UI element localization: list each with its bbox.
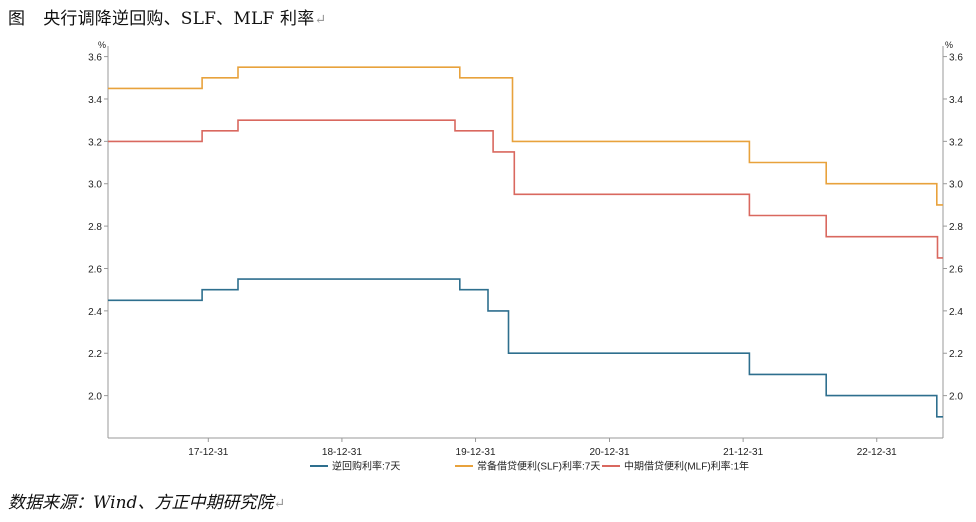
y-tick-label-left: 3.2 <box>88 137 102 148</box>
y-tick-label-left: 3.0 <box>88 180 102 191</box>
y-tick-label-left: 2.2 <box>88 349 102 360</box>
x-axis: 17-12-31 18-12-31 19-12-31 20-12-31 21-12-31… <box>188 438 897 458</box>
y-tick-label-left: 2.0 <box>88 392 102 403</box>
y-unit-right: % <box>945 40 953 50</box>
plot-frame <box>107 46 944 439</box>
y-axis-right: % 2.0 2.2 2.4 2.6 2.8 3.0 3.2 3.4 3.6 <box>943 40 963 403</box>
return-mark: ↵ <box>314 12 327 28</box>
return-mark: ↵ <box>273 496 286 512</box>
y-tick-label-left: 3.4 <box>88 95 102 106</box>
x-tick-label: 20-12-31 <box>589 447 629 458</box>
series-line-1 <box>108 278 943 418</box>
y-axis-left: % 2.0 2.2 2.4 2.6 2.8 3.0 3.2 3.4 3.6 <box>88 40 108 403</box>
x-tick-label: 18-12-31 <box>322 447 362 458</box>
legend-label-2: 常备借贷便利(SLF)利率:7天 <box>477 460 600 473</box>
y-tick-label-left: 2.6 <box>88 264 102 275</box>
y-tick-label-right: 3.2 <box>949 137 963 148</box>
figure-title-text: 央行调降逆回购、SLF、MLF 利率 <box>43 9 315 29</box>
x-tick-label: 17-12-31 <box>188 447 228 458</box>
x-tick-label: 19-12-31 <box>456 447 496 458</box>
legend: 逆回购利率:7天 常备借贷便利(SLF)利率:7天 中期借贷便利(MLF)利率:1年 <box>310 460 749 473</box>
y-tick-label-right: 2.6 <box>949 264 963 275</box>
source-text: 数据来源：Wind、方正中期研究院 <box>8 493 274 513</box>
y-tick-label-right: 3.6 <box>949 53 963 64</box>
y-unit-left: % <box>98 40 106 50</box>
legend-label-3: 中期借贷便利(MLF)利率:1年 <box>624 460 749 473</box>
x-tick-label: 21-12-31 <box>723 447 763 458</box>
y-tick-label-left: 3.6 <box>88 53 102 64</box>
y-tick-label-right: 2.4 <box>949 307 963 318</box>
y-tick-label-right: 3.0 <box>949 180 963 191</box>
legend-label-1: 逆回购利率:7天 <box>332 460 400 473</box>
y-tick-label-left: 2.8 <box>88 222 102 233</box>
series-lines <box>108 66 943 418</box>
source-note: 数据来源：Wind、方正中期研究院↵ <box>8 488 285 513</box>
y-tick-label-right: 3.4 <box>949 95 963 106</box>
y-tick-label-right: 2.2 <box>949 349 963 360</box>
chart-area: % 2.0 2.2 2.4 2.6 2.8 3.0 3.2 3.4 3.6 % 2.0 2.2 2.4 2… <box>0 34 976 484</box>
y-tick-label-left: 2.4 <box>88 307 102 318</box>
series-line-3 <box>108 119 943 259</box>
figure-label: 图 <box>8 9 26 29</box>
x-tick-label: 22-12-31 <box>857 447 897 458</box>
rate-chart: % 2.0 2.2 2.4 2.6 2.8 3.0 3.2 3.4 3.6 % 2.0 2.2 2.4 2… <box>88 40 963 473</box>
series-line-2 <box>108 66 943 206</box>
figure-title: 图央行调降逆回购、SLF、MLF 利率↵ <box>8 4 326 29</box>
y-tick-label-right: 2.8 <box>949 222 963 233</box>
y-tick-label-right: 2.0 <box>949 392 963 403</box>
